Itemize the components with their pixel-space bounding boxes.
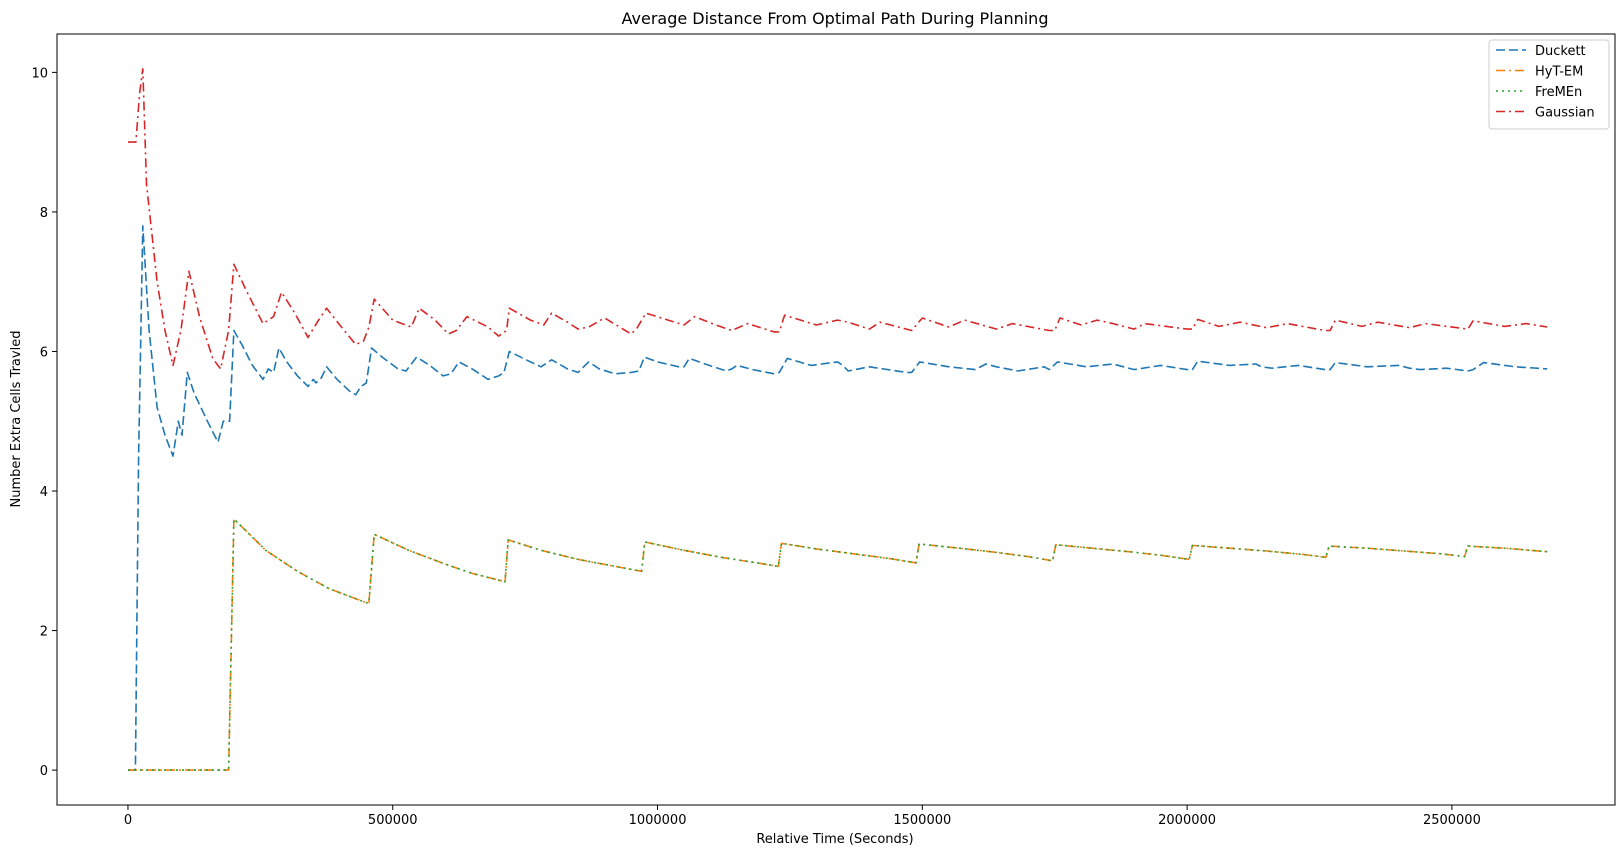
y-tick-label: 0 [40, 764, 48, 779]
y-tick-label: 2 [40, 625, 48, 640]
y-tick-label: 6 [40, 345, 48, 360]
plot-frame [56, 33, 1616, 806]
x-axis-ticks: 0 500000 1000000 1500000 2000000 2500000 [124, 805, 1481, 828]
y-axis-label: Number Extra Cells Travled [9, 331, 24, 508]
plot-lines [128, 68, 1548, 771]
x-axis-label: Relative Time (Seconds) [756, 832, 913, 847]
x-tick-label: 1000000 [629, 813, 687, 828]
series-line-duckett [128, 225, 1548, 771]
y-axis-ticks: 0 2 4 6 8 10 [31, 66, 57, 779]
y-tick-label: 8 [40, 206, 48, 221]
x-tick-label: 0 [124, 813, 132, 828]
y-tick-label: 4 [40, 485, 48, 500]
legend-label-duckett: Duckett [1535, 44, 1586, 59]
legend-label-fremen: FreMEn [1535, 85, 1582, 100]
legend-label-hyt-em: HyT-EM [1535, 65, 1583, 80]
legend: Duckett HyT-EM FreMEn Gaussian [1488, 39, 1610, 130]
series-line-gaussian [128, 68, 1548, 370]
x-tick-label: 2000000 [1158, 813, 1216, 828]
legend-label-gaussian: Gaussian [1535, 106, 1595, 121]
x-tick-label: 1500000 [893, 813, 951, 828]
x-tick-label: 2500000 [1423, 813, 1481, 828]
series-line-fremen [128, 518, 1548, 771]
x-tick-label: 500000 [368, 813, 418, 828]
chart-title: Average Distance From Optimal Path Durin… [622, 9, 1049, 28]
legend-items: Duckett HyT-EM FreMEn Gaussian [1496, 44, 1595, 121]
y-tick-label: 10 [31, 66, 48, 81]
legend-box [1488, 39, 1610, 130]
